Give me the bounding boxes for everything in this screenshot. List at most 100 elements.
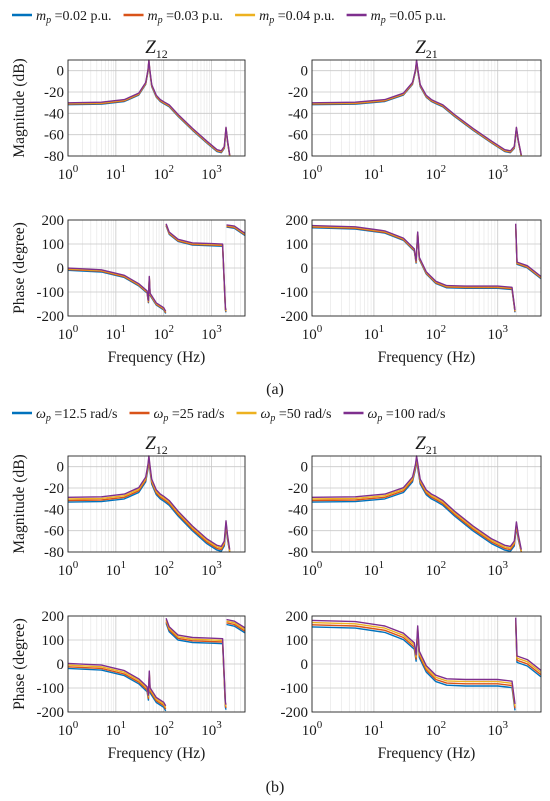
y-tick-label: -20: [44, 85, 64, 101]
y-tick-label: -100: [37, 681, 65, 697]
x-tick-label: 101: [106, 559, 127, 579]
series-line-4: [311, 223, 542, 311]
panel-title: Z21: [415, 433, 438, 457]
y-tick-label: 0: [301, 657, 309, 673]
series-line-1: [311, 459, 522, 553]
legend-label: mp =0.03 p.u.: [148, 9, 224, 26]
grid: [67, 456, 246, 553]
y-tick-label: -60: [288, 128, 308, 144]
x-tick-label: 101: [364, 559, 385, 579]
y-tick-label: -200: [37, 705, 65, 721]
x-tick-label: 102: [153, 559, 174, 579]
y-axis-label: Phase (degree): [11, 222, 28, 314]
legend-entry-4: mp =0.05 p.u.: [346, 9, 447, 26]
axes-frame: [311, 615, 542, 713]
y-tick-label: 200: [286, 213, 309, 229]
x-tick-label: 103: [487, 163, 508, 183]
x-tick-label: 101: [364, 163, 385, 183]
y-tick-label: 200: [286, 609, 309, 625]
grid: [67, 60, 246, 157]
y-tick-label: -40: [44, 502, 64, 518]
y-tick-label: -80: [288, 545, 308, 561]
y-tick-label: 100: [286, 237, 309, 253]
x-tick-label: 102: [426, 323, 447, 343]
y-tick-label: -60: [44, 128, 64, 144]
legend-entry-2: ωp =25 rad/s: [129, 407, 225, 424]
grid: [311, 615, 542, 713]
legend-label: ωp =25 rad/s: [154, 407, 225, 424]
legend-b: ωp =12.5 rad/s ωp =25 rad/s ωp =50 rad/s ωp…: [12, 407, 446, 424]
y-tick-label: 0: [57, 657, 65, 673]
x-tick-label: 101: [106, 719, 127, 739]
x-tick-label: 103: [487, 323, 508, 343]
x-tick-label: 100: [302, 163, 323, 183]
x-tick-label: 102: [426, 559, 447, 579]
x-tick-label: 102: [153, 323, 174, 343]
grid: [311, 456, 542, 553]
y-tick-label: -80: [44, 149, 64, 165]
legend-label: mp =0.02 p.u.: [36, 9, 112, 26]
legend-label: mp =0.04 p.u.: [259, 9, 335, 26]
y-tick-label: -200: [281, 705, 309, 721]
y-tick-label: -100: [37, 285, 65, 301]
y-tick-label: 200: [42, 213, 65, 229]
y-tick-label: -100: [281, 285, 309, 301]
grid: [311, 219, 542, 317]
axes-frame: [67, 455, 246, 553]
x-axis-label: Frequency (Hz): [108, 745, 206, 762]
series-line-2: [311, 60, 522, 157]
series-line-1: [67, 459, 231, 553]
legend-entry-1: mp =0.02 p.u.: [12, 9, 112, 26]
legend-entry-1: ωp =12.5 rad/s: [12, 407, 118, 424]
legend-entry-3: mp =0.04 p.u.: [235, 9, 335, 26]
series-line-4: [311, 59, 522, 156]
y-tick-label: -20: [288, 481, 308, 497]
legend-a: mp =0.02 p.u. mp =0.03 p.u. mp =0.04 p.u. m…: [12, 9, 446, 26]
x-tick-label: 102: [153, 163, 174, 183]
axes-frame: [311, 455, 542, 553]
x-tick-label: 101: [106, 323, 127, 343]
axes-frame: [311, 59, 542, 157]
x-tick-label: 100: [58, 163, 79, 183]
y-tick-label: -60: [44, 524, 64, 540]
y-tick-label: -60: [288, 524, 308, 540]
caption-b: (b): [266, 779, 285, 796]
y-tick-label: 200: [42, 609, 65, 625]
y-tick-label: -80: [288, 149, 308, 165]
legend-entry-4: ωp =100 rad/s: [343, 407, 446, 424]
legend-entry-3: ωp =50 rad/s: [236, 407, 332, 424]
y-tick-label: -20: [288, 85, 308, 101]
x-tick-label: 102: [426, 163, 447, 183]
legend-label: ωp =12.5 rad/s: [36, 407, 118, 424]
legend-label: mp =0.05 p.u.: [371, 9, 447, 26]
series-line-2: [67, 60, 231, 157]
series-line-2: [67, 458, 231, 553]
y-tick-label: 0: [57, 261, 65, 277]
x-axis-label: Frequency (Hz): [378, 349, 476, 366]
x-tick-label: 101: [364, 323, 385, 343]
x-tick-label: 102: [153, 719, 174, 739]
x-tick-label: 103: [201, 163, 222, 183]
x-tick-label: 101: [106, 163, 127, 183]
panel-title: Z12: [145, 433, 168, 457]
y-tick-label: 0: [301, 261, 309, 277]
y-tick-label: -20: [44, 481, 64, 497]
y-tick-label: 0: [57, 460, 65, 476]
legend-entry-2: mp =0.03 p.u.: [123, 9, 224, 26]
axes-frame: [67, 615, 246, 713]
legend-label: ωp =100 rad/s: [368, 407, 446, 424]
axes-frame: [311, 219, 542, 317]
axes-frame: [67, 219, 246, 317]
series-line-4: [67, 455, 231, 550]
series-line-4: [311, 455, 522, 550]
y-tick-label: -80: [44, 545, 64, 561]
x-axis-label: Frequency (Hz): [108, 349, 206, 366]
